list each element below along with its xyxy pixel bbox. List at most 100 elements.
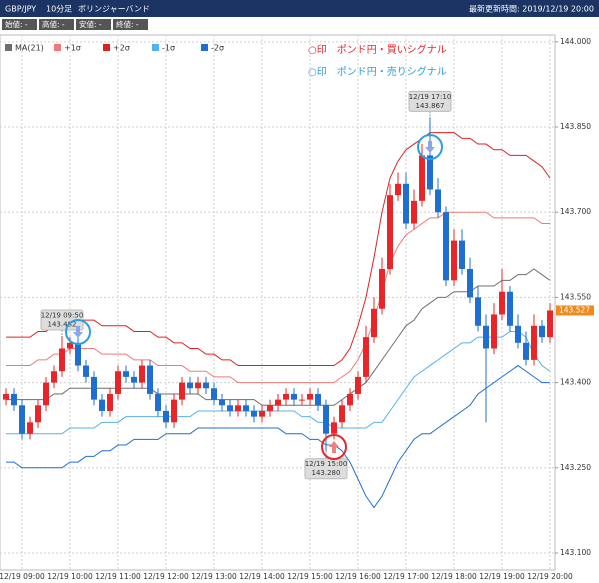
candle-body bbox=[291, 393, 297, 400]
candle-body bbox=[243, 405, 249, 411]
candle-body bbox=[363, 337, 369, 377]
candle-body bbox=[107, 393, 113, 411]
legend-swatch bbox=[152, 44, 159, 51]
x-tick-label: 12/19 19:00 bbox=[479, 572, 525, 581]
candle-body bbox=[403, 183, 409, 224]
candle-body bbox=[339, 405, 345, 423]
candle-body bbox=[11, 393, 17, 406]
last-price-label: 143.527 bbox=[559, 305, 590, 314]
legend-swatch bbox=[54, 44, 61, 51]
candle-body bbox=[171, 399, 177, 423]
ohlc-label: 終値: - bbox=[116, 19, 139, 29]
legend-swatch bbox=[5, 44, 12, 51]
candle-body bbox=[307, 393, 313, 400]
candle-body bbox=[67, 342, 73, 349]
candle-body bbox=[83, 365, 89, 377]
ohlc-box bbox=[39, 19, 74, 30]
candle-body bbox=[155, 393, 161, 411]
candle-body bbox=[371, 308, 377, 338]
band-line bbox=[6, 330, 551, 435]
x-tick-label: 12/19 14:00 bbox=[239, 572, 285, 581]
candle-body bbox=[539, 325, 545, 338]
ohlc-box bbox=[2, 19, 37, 30]
y-tick-label: 143.550 bbox=[560, 292, 591, 301]
x-tick-label: 12/19 18:00 bbox=[431, 572, 477, 581]
legend-label: +2σ bbox=[113, 44, 130, 53]
signal-arrow bbox=[329, 441, 339, 453]
legend-label: -2σ bbox=[211, 44, 224, 53]
candle-body bbox=[443, 212, 449, 281]
candle-body bbox=[3, 393, 9, 400]
y-tick-label: 143.850 bbox=[560, 122, 591, 131]
candle-body bbox=[195, 382, 201, 389]
candle-body bbox=[411, 200, 417, 224]
y-tick-label: 143.100 bbox=[560, 548, 591, 557]
candle-body bbox=[355, 376, 361, 394]
signal-note: ○印 ポンド円・売りシグナル bbox=[308, 65, 447, 78]
x-tick-label: 12/19 15:00 bbox=[287, 572, 333, 581]
candle-body bbox=[547, 310, 553, 338]
candle-body bbox=[323, 405, 329, 434]
candle-body bbox=[299, 399, 305, 401]
annotation-price: 143.280 bbox=[312, 469, 341, 477]
ohlc-box bbox=[113, 19, 148, 30]
legend-swatch bbox=[103, 44, 110, 51]
ohlc-label: 始値: - bbox=[5, 19, 28, 29]
candle-body bbox=[499, 291, 505, 315]
header-bar bbox=[0, 0, 599, 17]
candle-body bbox=[315, 393, 321, 406]
candle-body bbox=[91, 376, 97, 400]
candle-body bbox=[419, 155, 425, 201]
x-tick-label: 12/19 11:00 bbox=[95, 572, 141, 581]
candle-body bbox=[459, 240, 465, 269]
candle-body bbox=[163, 410, 169, 423]
signal-circle bbox=[417, 134, 443, 160]
annotation-price: 143.482 bbox=[48, 321, 77, 329]
x-tick-label: 12/19 13:00 bbox=[191, 572, 237, 581]
candle-body bbox=[387, 195, 393, 269]
annotation-time: 12/19 17:10 bbox=[409, 93, 452, 101]
x-tick-label: 12/19 17:00 bbox=[383, 572, 429, 581]
annotation-time: 12/19 15:00 bbox=[305, 460, 348, 468]
annotation-time: 12/19 09:50 bbox=[41, 312, 84, 320]
ohlc-label: 安値: - bbox=[79, 19, 102, 29]
candle-body bbox=[219, 399, 225, 406]
annotation-box bbox=[304, 458, 348, 480]
candle-body bbox=[515, 325, 521, 343]
candle-body bbox=[331, 422, 337, 434]
legend-label: +1σ bbox=[64, 44, 81, 53]
candle-body bbox=[35, 405, 41, 423]
candle-body bbox=[451, 240, 457, 281]
candle-body bbox=[51, 371, 57, 383]
timeframe: 10分足 bbox=[46, 5, 72, 14]
candle-body bbox=[123, 371, 129, 377]
plot-frame bbox=[0, 34, 556, 571]
x-tick-label: 12/19 10:00 bbox=[47, 572, 93, 581]
candle-body bbox=[491, 314, 497, 349]
candle-body bbox=[147, 365, 153, 394]
candle-body bbox=[187, 382, 193, 389]
candle-body bbox=[251, 410, 257, 417]
updated: 最新更新時間: 2019/12/19 20:00 bbox=[469, 4, 594, 14]
ohlc-box bbox=[76, 19, 111, 30]
band-line bbox=[6, 364, 550, 509]
band-line bbox=[6, 132, 551, 367]
annotation-box bbox=[408, 90, 452, 112]
y-tick-label: 144.000 bbox=[560, 37, 591, 46]
candle-body bbox=[347, 393, 353, 406]
annotation-price: 143.867 bbox=[416, 102, 445, 110]
y-tick-label: 143.700 bbox=[560, 207, 591, 216]
signal-note: ○印 ポンド円・買いシグナル bbox=[308, 43, 447, 56]
candle-body bbox=[59, 348, 65, 372]
candle-body bbox=[483, 325, 489, 349]
candle-body bbox=[99, 399, 105, 411]
candle-body bbox=[139, 365, 145, 383]
candle-body bbox=[531, 325, 537, 360]
candle-body bbox=[19, 405, 25, 434]
legend-label: MA(21) bbox=[15, 44, 44, 53]
legend-label: -1σ bbox=[162, 44, 175, 53]
indicator: ボリンジャーバンド bbox=[78, 5, 150, 14]
y-tick-label: 143.250 bbox=[560, 463, 591, 472]
candle-body bbox=[379, 268, 385, 309]
x-tick-label: 12/19 09:00 bbox=[0, 572, 45, 581]
